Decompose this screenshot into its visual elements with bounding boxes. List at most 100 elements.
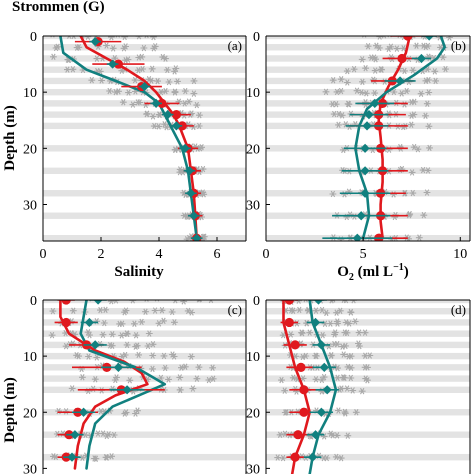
observation-star-mark: [196, 300, 202, 303]
observation-star-mark: [135, 351, 142, 359]
observation-star-mark: [124, 56, 132, 63]
observation-star-mark: [414, 146, 422, 153]
observation-star-mark: [320, 373, 328, 381]
observation-star-mark: [442, 65, 449, 73]
y-tick-label: 20: [23, 142, 37, 157]
observation-star-mark: [396, 166, 404, 174]
observation-star-mark: [349, 387, 357, 394]
model-profile-line: [79, 300, 167, 470]
observation-star-mark: [70, 36, 78, 40]
observation-star-mark: [181, 363, 189, 370]
model-diamond-point: [122, 385, 132, 395]
y-tick-label: 30: [23, 462, 37, 474]
depth-band: [43, 409, 246, 416]
observation-star-mark: [293, 320, 301, 327]
observation-star-mark: [160, 352, 168, 360]
panel-a-salinity: 0 10 20 30 0 2 4 6 (a): [23, 30, 247, 262]
mean-circle-point: [299, 407, 309, 417]
observation-star-mark: [151, 307, 159, 314]
observation-star-mark: [319, 331, 327, 339]
depth-band: [43, 122, 246, 130]
plot-area: [43, 36, 246, 241]
mean-circle-point: [171, 110, 181, 120]
observation-star-mark: [347, 353, 355, 360]
observation-star-mark: [424, 42, 432, 50]
observation-star-mark: [337, 87, 345, 95]
depth-band: [266, 36, 470, 40]
observation-star-mark: [337, 76, 345, 83]
observation-star-mark: [287, 331, 295, 338]
observation-star-mark: [109, 45, 117, 52]
observation-star-mark: [302, 352, 310, 360]
mean-circle-point: [284, 300, 294, 305]
y-tick-label: 10: [23, 350, 37, 365]
depth-band: [266, 66, 470, 73]
observation-star-mark: [334, 320, 341, 327]
plot-area: [266, 36, 470, 241]
observation-star-mark: [361, 329, 369, 336]
panel-b-oxygen: 0 10 20 30 0 5 10 (b): [246, 30, 471, 262]
depth-band: [43, 300, 246, 304]
observation-star-mark: [358, 387, 366, 395]
x-axis-label-o2: O2 (ml L−1): [337, 262, 409, 283]
observation-star-mark: [343, 329, 351, 337]
model-diamond-point: [360, 166, 370, 176]
observation-star-mark: [134, 407, 141, 414]
observation-star-mark: [119, 99, 127, 106]
observation-star-mark: [331, 300, 336, 303]
observation-star-mark: [144, 36, 149, 39]
observation-star-mark: [432, 77, 439, 85]
y-tick-label: 20: [23, 406, 37, 421]
observation-star-mark: [340, 351, 348, 358]
observation-star-mark: [329, 190, 337, 198]
mean-circle-point: [290, 452, 300, 462]
observation-star-mark: [327, 352, 335, 359]
y-tick-label: 30: [23, 198, 37, 213]
depth-band: [266, 300, 470, 304]
observation-star-mark: [188, 309, 195, 316]
mean-circle-point: [403, 36, 413, 41]
model-diamond-point: [322, 385, 332, 395]
depth-band: [43, 212, 246, 219]
observation-star-mark: [385, 110, 393, 117]
panel-label: (a): [228, 38, 242, 53]
observation-star-mark: [113, 374, 120, 381]
depth-band: [43, 352, 246, 360]
observation-star-mark: [336, 307, 344, 315]
observation-star-mark: [105, 431, 113, 438]
observation-star-mark: [48, 331, 56, 339]
depth-band: [43, 167, 246, 174]
observation-star-mark: [180, 300, 188, 305]
observation-star-mark: [276, 431, 284, 438]
observation-star-mark: [108, 331, 116, 338]
observation-star-mark: [193, 375, 201, 382]
observation-star-mark: [344, 100, 352, 108]
observation-star-mark: [333, 432, 341, 439]
observation-star-mark: [149, 341, 157, 348]
observation-star-mark: [91, 376, 99, 383]
model-diamond-point: [352, 233, 362, 241]
observation-star-mark: [106, 87, 113, 95]
observation-star-mark: [332, 100, 340, 108]
model-diamond-point: [67, 452, 77, 462]
observation-star-mark: [333, 340, 341, 348]
depth-band: [266, 453, 470, 461]
observation-star-mark: [121, 36, 129, 41]
observation-star-mark: [93, 354, 101, 361]
observation-star-mark: [190, 77, 198, 85]
observation-star-mark: [154, 77, 161, 85]
observation-star-mark: [171, 89, 179, 96]
observation-star-mark: [122, 307, 130, 314]
observation-star-mark: [189, 385, 197, 392]
observation-star-mark: [322, 88, 330, 96]
observation-star-mark: [342, 342, 349, 350]
axes-frame: 0 10 20 30 0 5 10: [246, 30, 471, 262]
observation-star-mark: [289, 374, 297, 381]
observation-star-mark: [89, 385, 97, 393]
observation-star-mark: [190, 123, 197, 131]
observation-star-mark: [207, 300, 215, 304]
model-diamond-point: [139, 81, 150, 92]
observation-star-mark: [170, 353, 178, 360]
depth-band: [43, 55, 246, 62]
